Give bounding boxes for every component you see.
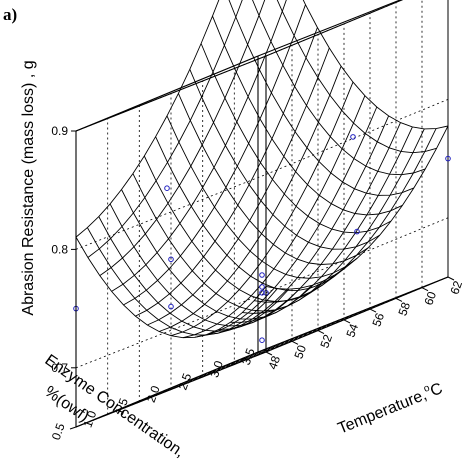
surface-meshline [254,128,437,303]
surface-meshline [200,43,392,234]
surface-meshline [123,4,306,306]
z-axis-title: Abrasion Resistance (mass loss) , g [20,60,37,315]
y-tick-mark [133,401,140,405]
y-tick-label: 3.0 [207,359,226,380]
y-tick-label: 0.5 [49,421,68,442]
surface-meshline [143,155,335,302]
box-edge [75,55,259,132]
surface-meshline [252,0,426,176]
data-point [354,228,360,235]
x-tick-mark [265,351,273,356]
data-point [259,290,265,296]
panel-label: a) [3,5,17,24]
surface-meshline [218,122,401,331]
floor-gridline [153,319,345,396]
x-tick-label: 54 [343,322,361,340]
data-point [350,134,356,140]
wall-gridline [75,174,267,250]
x-axis-title-unit: C [428,380,445,400]
surface-meshline [242,128,425,314]
surface-meshline [177,93,369,265]
y-tick-mark [259,351,267,355]
x-tick-label: 50 [291,343,309,361]
y-tick-label: 3.5 [239,346,258,367]
y-tick-label: 2.0 [144,384,163,405]
svg-text:Temperature,oC: Temperature,oC [335,378,445,437]
box-front-edges [75,55,449,428]
y-tick-label: 1.0 [81,409,100,430]
y-tick-mark [196,376,203,380]
surface-meshline [75,0,220,238]
box-back-edges [257,0,449,353]
x-tick-mark [317,330,325,335]
surface-meshline [147,47,330,326]
y-tick-mark [69,426,77,430]
surface-meshline [135,27,318,317]
y-tick-mark [164,389,172,392]
surface-meshline [170,81,354,337]
surface-meshline [230,126,413,323]
data-point [164,185,170,191]
x-axis-title-degree: o [422,382,432,394]
data-point [259,272,265,278]
surface-meshline [99,0,266,276]
surface-meshline [194,106,378,338]
data-point [259,284,265,290]
axis-ticks: 48 50 52 54 56 58 60 62 0.5 1.0 1.5 2.0 2.5 3.0 3.5 0.7… [49,124,465,442]
box-edge [257,276,449,353]
wall-gridline [265,0,403,57]
x-tick-label: 48 [265,354,283,372]
data-point [168,303,174,310]
response-surface-mesh [75,0,449,339]
data-point [445,155,451,162]
y-tick-mark [101,414,108,417]
x-tick-label: 52 [317,332,335,350]
data-point [259,337,265,344]
wall-gridline [75,292,267,369]
x-axis-title-main: Temperature, [335,386,429,437]
x-tick-mark [421,287,429,292]
floor-gridline [179,308,371,385]
y-tick-mark [228,364,235,367]
x-tick-label: 58 [395,300,413,318]
z-tick-label: 0.9 [51,124,68,138]
surface-meshline [158,66,342,332]
x-tick-mark [447,276,455,281]
data-point [168,256,174,263]
x-tick-label: 60 [421,289,439,307]
z-tick-label: 0.7 [51,361,68,375]
x-axis-title: Temperature,oC [335,378,445,437]
x-tick-mark [343,319,351,324]
surface-meshline [121,189,312,320]
z-tick-label: 0.8 [51,242,68,256]
box-edge [265,0,404,57]
surface-meshline [265,125,449,290]
x-tick-mark [291,340,299,345]
box-edge [257,0,402,57]
y-tick-label: 2.5 [176,371,195,392]
x-tick-label: 56 [369,311,387,329]
y-tick-label: 1.5 [112,396,131,417]
surface-meshline [182,95,366,339]
surface-meshline [111,0,287,292]
x-tick-label: 62 [447,279,465,297]
x-tick-mark [369,308,377,313]
surface-meshline [87,0,243,258]
x-tick-mark [395,297,403,302]
